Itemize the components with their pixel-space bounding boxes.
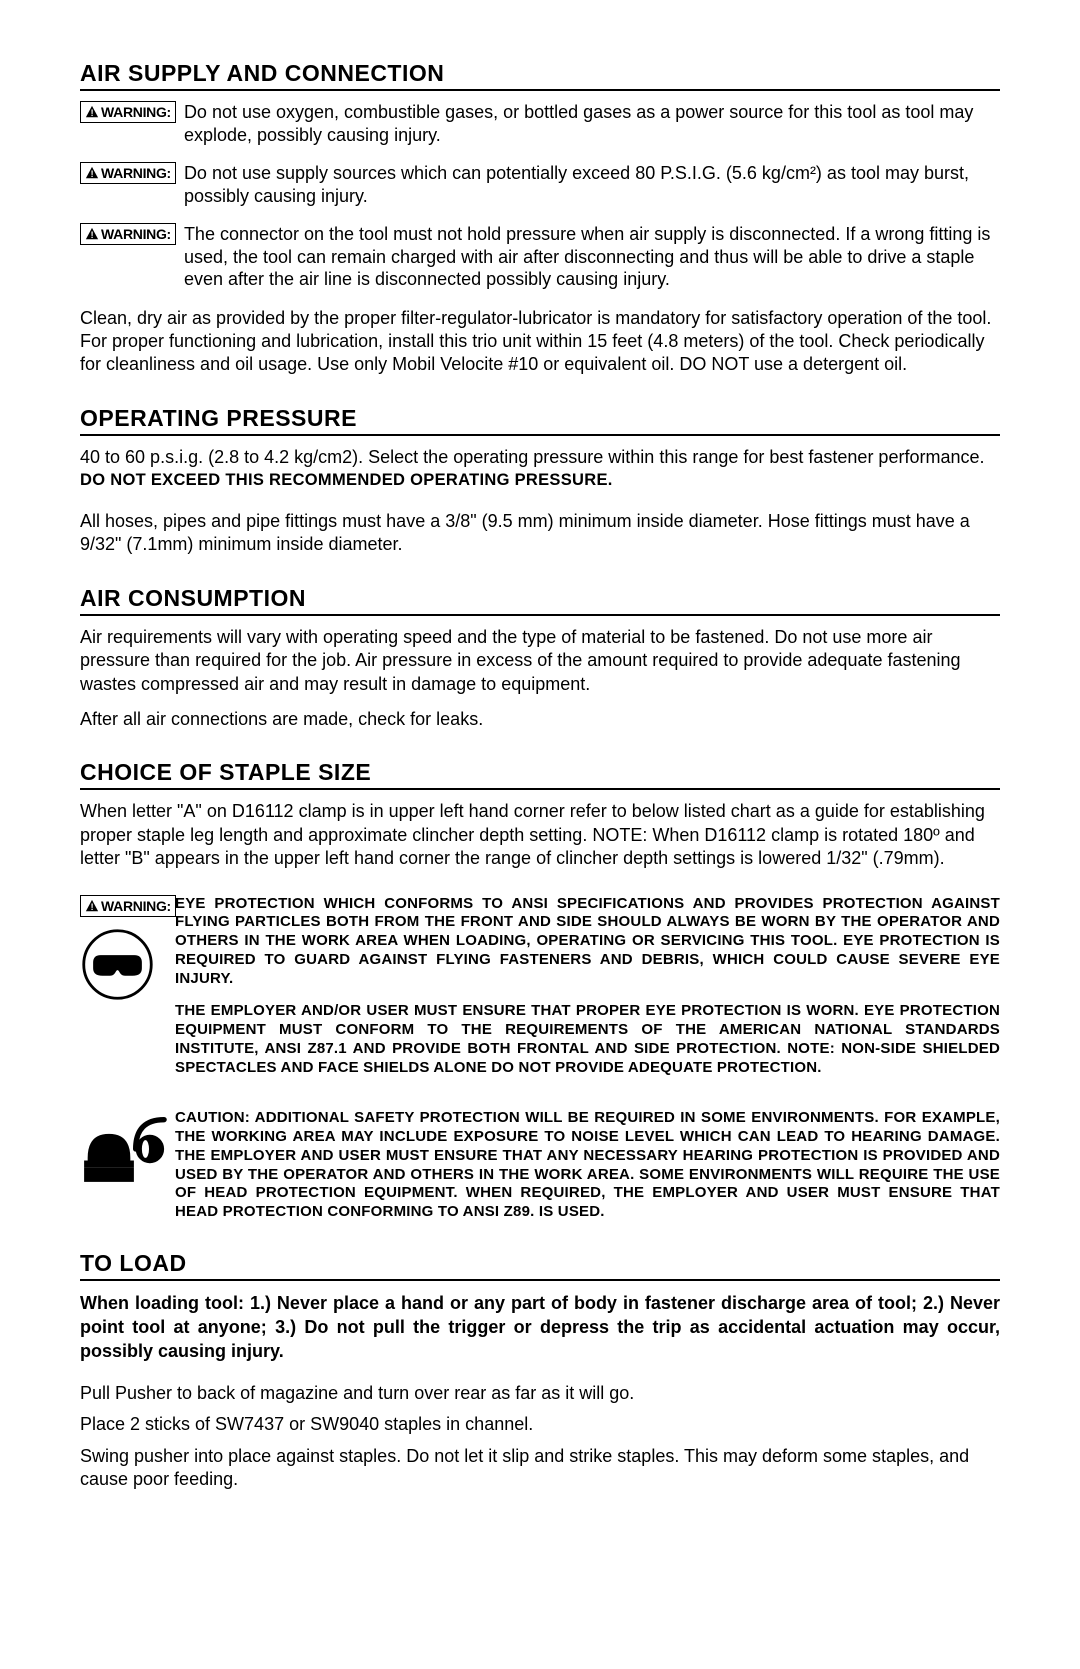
warning-text-3: The connector on the tool must not hold …: [184, 223, 1000, 291]
heading-staple-size: CHOICE OF STAPLE SIZE: [80, 759, 1000, 790]
eye-protection-p1: EYE PROTECTION WHICH CONFORMS TO ANSI SP…: [175, 895, 1000, 989]
heading-operating-pressure: OPERATING PRESSURE: [80, 405, 1000, 436]
warning-text-1: Do not use oxygen, combustible gases, or…: [184, 101, 1000, 146]
eye-protection-p2: THE EMPLOYER AND/OR USER MUST ENSURE THA…: [175, 1002, 1000, 1077]
section-operating-pressure: OPERATING PRESSURE 40 to 60 p.s.i.g. (2.…: [80, 405, 1000, 557]
warning-label: WARNING:: [101, 104, 171, 120]
op-pressure-body2: All hoses, pipes and pipe fittings must …: [80, 510, 1000, 557]
staple-size-body: When letter "A" on D16112 clamp is in up…: [80, 800, 1000, 870]
air-supply-body: Clean, dry air as provided by the proper…: [80, 307, 1000, 377]
safety-hearing-block: CAUTION: ADDITIONAL SAFETY PROTECTION WI…: [80, 1109, 1000, 1222]
op-pressure-emphasis: DO NOT EXCEED THIS RECOMMENDED OPERATING…: [80, 471, 1000, 490]
svg-text:!: !: [91, 169, 94, 179]
svg-text:!: !: [91, 230, 94, 240]
air-consumption-body1: Air requirements will vary with operatin…: [80, 626, 1000, 696]
section-staple-size: CHOICE OF STAPLE SIZE When letter "A" on…: [80, 759, 1000, 1221]
op-pressure-body1: 40 to 60 p.s.i.g. (2.8 to 4.2 kg/cm2). S…: [80, 446, 1000, 469]
warning-badge: ! WARNING:: [80, 101, 176, 123]
heading-air-consumption: AIR CONSUMPTION: [80, 585, 1000, 616]
warning-badge: ! WARNING:: [80, 223, 176, 245]
heading-air-supply: AIR SUPPLY AND CONNECTION: [80, 60, 1000, 91]
svg-text:!: !: [91, 902, 94, 912]
warning-text-2: Do not use supply sources which can pote…: [184, 162, 1000, 207]
air-consumption-body2: After all air connections are made, chec…: [80, 708, 1000, 731]
safety-eye-icons: ! WARNING:: [80, 895, 175, 1002]
warning-badge: ! WARNING:: [80, 895, 176, 917]
heading-to-load: TO LOAD: [80, 1250, 1000, 1281]
warning-row-3: ! WARNING: The connector on the tool mus…: [80, 223, 1000, 291]
eye-protection-icon: [80, 927, 155, 1002]
safety-hearing-text: CAUTION: ADDITIONAL SAFETY PROTECTION WI…: [175, 1109, 1000, 1222]
section-air-consumption: AIR CONSUMPTION Air requirements will va…: [80, 585, 1000, 732]
warning-row-2: ! WARNING: Do not use supply sources whi…: [80, 162, 1000, 207]
section-to-load: TO LOAD When loading tool: 1.) Never pla…: [80, 1250, 1000, 1491]
warning-triangle-icon: !: [85, 105, 99, 119]
warning-row-1: ! WARNING: Do not use oxygen, combustibl…: [80, 101, 1000, 146]
warning-label: WARNING:: [101, 165, 171, 181]
warning-badge: ! WARNING:: [80, 162, 176, 184]
section-air-supply: AIR SUPPLY AND CONNECTION ! WARNING: Do …: [80, 60, 1000, 377]
to-load-step-1: Pull Pusher to back of magazine and turn…: [80, 1382, 1000, 1405]
hearing-protection-icon: [80, 1109, 170, 1189]
warning-label: WARNING:: [101, 226, 171, 242]
hearing-protection-p: CAUTION: ADDITIONAL SAFETY PROTECTION WI…: [175, 1109, 1000, 1222]
to-load-intro: When loading tool: 1.) Never place a han…: [80, 1291, 1000, 1364]
svg-text:!: !: [91, 108, 94, 118]
warning-triangle-icon: !: [85, 899, 99, 913]
to-load-step-3: Swing pusher into place against staples.…: [80, 1445, 1000, 1492]
to-load-step-2: Place 2 sticks of SW7437 or SW9040 stapl…: [80, 1413, 1000, 1436]
safety-eye-block: ! WARNING: EYE PROTECTION WHICH CONFORMS…: [80, 895, 1000, 1092]
safety-hearing-icons: [80, 1109, 175, 1189]
warning-triangle-icon: !: [85, 166, 99, 180]
warning-label: WARNING:: [101, 898, 171, 914]
safety-eye-text: EYE PROTECTION WHICH CONFORMS TO ANSI SP…: [175, 895, 1000, 1092]
warning-triangle-icon: !: [85, 227, 99, 241]
